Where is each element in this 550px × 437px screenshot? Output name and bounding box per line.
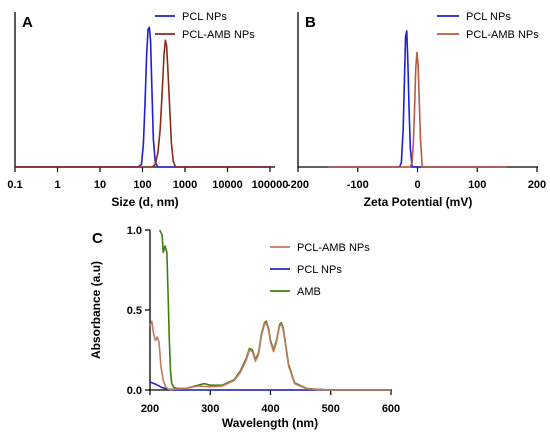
- c-series-line-pcl-amb-nps: [149, 320, 391, 391]
- c-x-tick-label: 600: [382, 403, 400, 415]
- panel-c-legend: PCL-AMB NPs PCL NPs AMB: [270, 242, 370, 298]
- c-legend-label: PCL-AMB NPs: [297, 242, 370, 254]
- b-series-line-pcl-amb-nps: [327, 51, 508, 168]
- c-x-tick-label: 300: [201, 403, 219, 415]
- panel-c-letter: C: [92, 230, 103, 247]
- a-legend-label: PCL NPs: [182, 11, 227, 23]
- a-legend-label: PCL-AMB NPs: [182, 29, 255, 41]
- c-x-tick-label: 500: [322, 403, 340, 415]
- b-x-tick-label: -100: [347, 179, 369, 191]
- a-x-tick-label: 100: [133, 179, 151, 191]
- a-series-line-pcl-nps: [15, 26, 270, 168]
- panel-a-x-label: Size (d, nm): [111, 195, 178, 209]
- panel-c-y-label: Absorbance (a.u): [89, 261, 103, 359]
- c-series-line-amb: [158, 229, 391, 391]
- panel-a: A 0.1 1 10 100 1000 10000 100000 PCL NPs PCL-AM…: [7, 11, 288, 209]
- panel-c-series: [149, 229, 391, 391]
- a-x-tick-label: 0.1: [7, 179, 22, 191]
- b-series-line-pcl-nps: [327, 30, 508, 168]
- c-y-tick-label: 0.5: [127, 305, 142, 317]
- panel-a-x-ticks: 0.1 1 10 100 1000 10000 100000: [7, 167, 288, 191]
- a-x-tick-label: 10000: [212, 179, 243, 191]
- panel-a-letter: A: [22, 14, 33, 31]
- panel-b-series: [327, 30, 508, 168]
- a-x-tick-label: 1: [54, 179, 60, 191]
- c-x-tick-label: 400: [261, 403, 279, 415]
- c-x-tick-label: 200: [141, 403, 159, 415]
- c-y-tick-label: 1.0: [127, 225, 142, 237]
- c-y-tick-label: 0.0: [127, 385, 142, 397]
- panel-b-x-ticks: -200 -100 0 100 200: [287, 167, 546, 191]
- panel-c-ticks: 200 300 400 500 600 0.0 0.5 1.0: [127, 225, 400, 415]
- b-x-tick-label: 200: [528, 179, 546, 191]
- panel-b: B -200 -100 0 100 200 PCL NPs PCL-AMB NPs Zet…: [287, 11, 546, 209]
- panel-a-series: [15, 26, 270, 168]
- b-x-tick-label: -200: [287, 179, 309, 191]
- panel-a-legend: PCL NPs PCL-AMB NPs: [155, 11, 255, 41]
- b-x-tick-label: 100: [468, 179, 486, 191]
- b-legend-label: PCL NPs: [466, 11, 511, 23]
- b-x-tick-label: 0: [414, 179, 420, 191]
- panel-c-axes: [149, 230, 392, 391]
- panel-b-legend: PCL NPs PCL-AMB NPs: [437, 11, 539, 41]
- a-x-tick-label: 10: [94, 179, 106, 191]
- c-legend-label: AMB: [297, 286, 321, 298]
- panel-b-x-label: Zeta Potential (mV): [364, 195, 473, 209]
- panel-c-x-label: Wavelength (nm): [222, 416, 318, 430]
- b-legend-label: PCL-AMB NPs: [466, 29, 539, 41]
- c-legend-label: PCL NPs: [297, 264, 342, 276]
- panel-b-letter: B: [305, 14, 316, 31]
- a-series-line-pcl-amb-nps: [15, 39, 270, 168]
- a-x-tick-label: 1000: [173, 179, 197, 191]
- a-x-tick-label: 100000: [252, 179, 289, 191]
